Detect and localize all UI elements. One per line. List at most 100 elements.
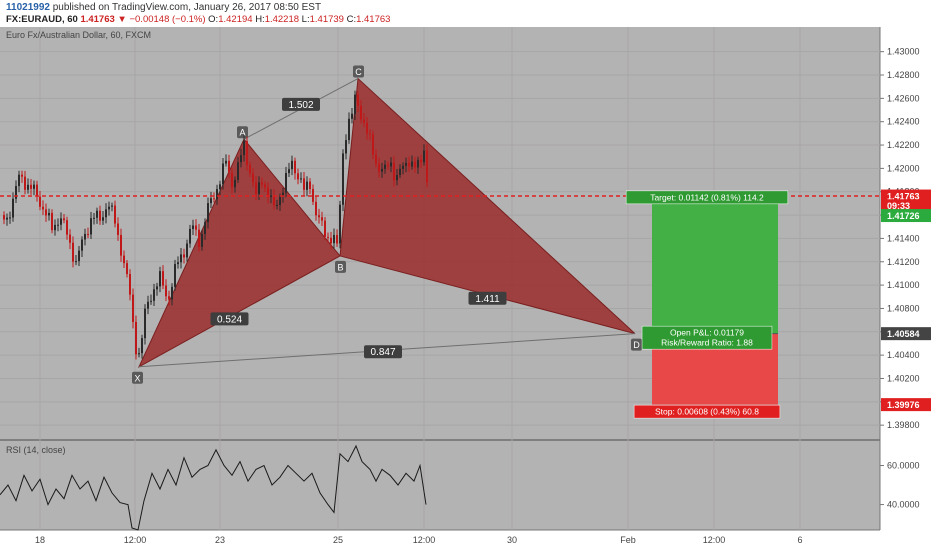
candle-body	[303, 178, 305, 190]
candle-body	[138, 353, 140, 355]
candle-body	[393, 162, 395, 181]
candle-body	[147, 301, 149, 309]
candle-body	[279, 196, 281, 205]
price-tick-label: 1.42000	[887, 163, 920, 173]
price-badge-label: 1.40584	[887, 329, 920, 339]
author-link[interactable]: 11021992	[6, 2, 50, 13]
candle-body	[96, 210, 98, 218]
last-price: 1.41763	[80, 14, 115, 25]
ohlc-line: FX:EURAUD, 60 1.41763 ▼ −0.00148 (−0.1%)…	[6, 14, 390, 25]
point-label-a: A	[239, 128, 245, 138]
candle-body	[225, 160, 227, 164]
candle-body	[21, 174, 23, 177]
candle-body	[408, 162, 410, 167]
pnl-label: Risk/Reward Ratio: 1.88	[661, 338, 753, 348]
candle-body	[132, 294, 134, 322]
stop-label: Stop: 0.00608 (0.43%) 60.8	[655, 407, 759, 417]
time-tick-label: 25	[333, 535, 343, 545]
candle-body	[234, 179, 236, 188]
rsi-pane-background	[0, 441, 880, 530]
price-tick-label: 1.42800	[887, 70, 920, 80]
candle-body	[18, 174, 20, 187]
price-badge-label: 1.39976	[887, 400, 920, 410]
point-label-x: X	[134, 373, 140, 383]
time-tick-label: Feb	[620, 535, 636, 545]
price-tick-label: 1.42600	[887, 93, 920, 103]
candle-body	[375, 154, 377, 164]
candle-body	[219, 184, 221, 190]
price-tick-label: 1.42200	[887, 140, 920, 150]
candle-body	[213, 198, 215, 200]
candle-body	[327, 236, 329, 238]
price-chart[interactable]: 1.502 0.524 1.411 0.847 X A B C D Target: 0.0114…	[0, 27, 932, 550]
rsi-tick-label: 60.0000	[887, 461, 920, 471]
candle-body	[81, 239, 83, 251]
candle-body	[156, 286, 158, 290]
price-tick-label: 1.40200	[887, 373, 920, 383]
candle-body	[273, 195, 275, 206]
candle-body	[159, 271, 161, 287]
symbol-label: FX:EURAUD, 60	[6, 14, 78, 25]
candle-body	[270, 195, 272, 198]
candle-body	[42, 206, 44, 210]
candle-body	[72, 242, 74, 262]
candle-body	[165, 285, 167, 297]
candle-body	[177, 262, 179, 265]
candle-body	[381, 168, 383, 172]
candle-body	[66, 220, 68, 235]
candle-body	[99, 210, 101, 221]
candle-body	[189, 228, 191, 244]
time-tick-label: 12:00	[703, 535, 726, 545]
candle-body	[237, 162, 239, 180]
open-label: O:	[208, 14, 219, 25]
candle-body	[39, 196, 41, 207]
candle-body	[60, 218, 62, 225]
candle-body	[318, 215, 320, 218]
candle-body	[300, 178, 302, 180]
stop-box	[633, 404, 781, 419]
point-badge	[335, 260, 346, 273]
time-tick-label: 12:00	[413, 535, 436, 545]
candle-body	[9, 217, 11, 219]
candle-body	[342, 153, 344, 205]
candle-body	[87, 233, 89, 235]
candle-body	[207, 203, 209, 223]
rsi-series	[0, 444, 427, 531]
candle-body	[282, 192, 284, 197]
candle-body	[222, 163, 224, 185]
candle-body	[57, 224, 59, 226]
candle-body	[105, 209, 107, 218]
time-tick-label: 12:00	[124, 535, 147, 545]
price-tick-label: 1.40400	[887, 350, 920, 360]
candle-body	[144, 308, 146, 339]
point-badge	[237, 126, 248, 139]
candle-body	[333, 234, 335, 244]
candle-body	[6, 217, 8, 220]
candle-body	[384, 164, 386, 169]
candle-body	[48, 212, 50, 216]
candle-body	[405, 162, 407, 166]
price-tick-label: 1.41200	[887, 257, 920, 267]
candle-body	[411, 161, 413, 167]
pnl-box	[641, 325, 773, 350]
price-tick-label: 1.40800	[887, 303, 920, 313]
change-arrow-icon: ▼	[117, 14, 127, 25]
candle-body	[399, 168, 401, 176]
candle-body	[396, 175, 398, 181]
price-badge	[881, 199, 931, 213]
price-axis[interactable]: 1.43000 1.42800 1.42600 1.42400 1.42200 1.420…	[880, 47, 931, 510]
high-label: H:	[255, 14, 265, 25]
candle-body	[54, 224, 56, 231]
long-position-tool[interactable]: Target: 0.01142 (0.81%) 114.2 Open P&L: 0…	[625, 190, 789, 419]
close-value: 1.41763	[356, 14, 391, 25]
ratio-badge	[282, 97, 320, 111]
candle-body	[240, 155, 242, 163]
time-axis[interactable]: 18 12:00 23 25 12:00 30 Feb 12:00 6	[35, 535, 803, 545]
candle-body	[243, 141, 245, 156]
candle-body	[315, 201, 317, 216]
candle-body	[33, 184, 35, 189]
candle-body	[345, 140, 347, 154]
candle-body	[264, 184, 266, 188]
candle-body	[126, 263, 128, 274]
profit-zone[interactable]	[652, 200, 778, 334]
